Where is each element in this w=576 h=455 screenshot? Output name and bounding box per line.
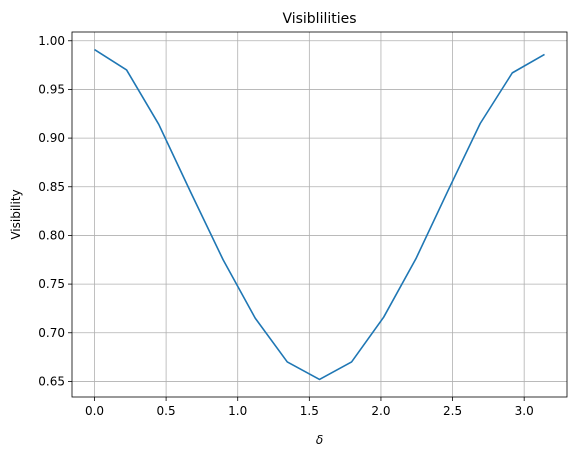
y-tick-label: 0.90 (38, 131, 65, 145)
chart-title: Visiblilities (282, 11, 356, 27)
y-tick-label: 0.75 (38, 277, 65, 291)
x-tick-label: 2.5 (443, 404, 462, 418)
x-axis-label: δ (316, 433, 323, 447)
series-line (94, 48, 545, 381)
y-tick-label: 0.70 (38, 326, 65, 340)
x-tick-label: 2.0 (371, 404, 390, 418)
x-tick-label: 0.0 (85, 404, 104, 418)
y-axis-label: Visibility (9, 189, 23, 239)
series-layer (94, 48, 545, 381)
y-tick-label: 0.65 (38, 374, 65, 388)
plot-frame (71, 31, 568, 398)
x-tick-label: 1.0 (228, 404, 247, 418)
x-tick-label: 0.5 (157, 404, 176, 418)
grid-layer (72, 32, 567, 397)
y-tick-label: 1.00 (38, 34, 65, 48)
y-tick-label: 0.95 (38, 82, 65, 96)
x-tick-label: 1.5 (300, 404, 319, 418)
x-tick-label: 3.0 (515, 404, 534, 418)
y-tick-label: 0.85 (38, 180, 65, 194)
y-tick-label: 0.80 (38, 228, 65, 242)
tick-layer: 0.0 0.5 1.0 1.5 2.0 2.5 3.0 0.65 0.70 0.75 0.80 0.8… (38, 34, 533, 418)
